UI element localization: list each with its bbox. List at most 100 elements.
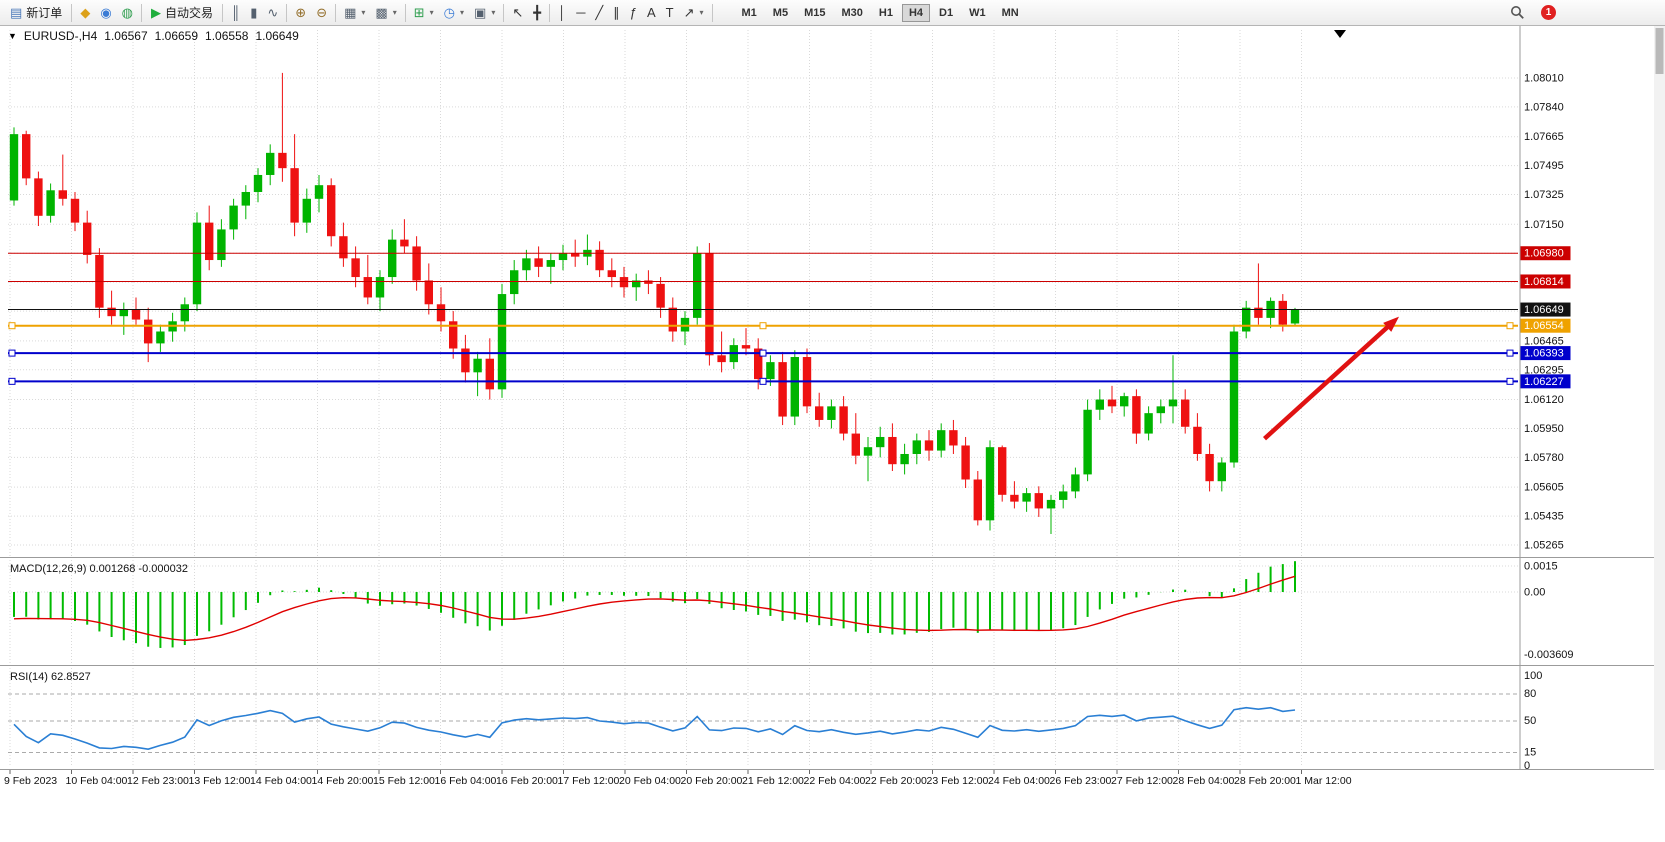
timeframe-h4[interactable]: H4 xyxy=(901,3,931,22)
dropdown-caret-icon[interactable]: ▾ xyxy=(491,8,496,17)
new-order-button[interactable]: ▤ 新订单 xyxy=(4,1,68,24)
vertical-line-button[interactable]: │ xyxy=(553,3,571,22)
user-profile-button[interactable]: ◉ xyxy=(95,3,116,22)
arrows-tool-button[interactable]: ↗ ▾ xyxy=(679,3,709,22)
rsi-axis-label: 100 xyxy=(1524,670,1542,682)
timeframe-w1[interactable]: W1 xyxy=(969,6,986,19)
scrollbar-track[interactable] xyxy=(1654,26,1665,770)
metaeditor-icon: ◆ xyxy=(80,5,91,20)
price-axis-label: 1.07325 xyxy=(1524,189,1564,201)
candle-body xyxy=(1181,399,1190,427)
candle-body xyxy=(973,479,982,521)
fibonacci-button[interactable]: ƒ xyxy=(625,3,642,22)
candle-body xyxy=(1095,399,1104,410)
price-axis-label: 1.06295 xyxy=(1524,364,1564,376)
trend-arrow[interactable] xyxy=(1262,323,1392,441)
line-handle[interactable] xyxy=(8,349,16,357)
period-clock-button[interactable]: ◷ ▾ xyxy=(439,3,469,22)
candle-body xyxy=(595,249,604,271)
dropdown-caret-icon[interactable]: ▾ xyxy=(392,8,397,17)
dropdown-caret-icon[interactable]: ▾ xyxy=(361,8,366,17)
candle-body xyxy=(522,258,531,271)
candle-body xyxy=(302,198,311,223)
line-handle[interactable] xyxy=(759,322,767,330)
candle-body xyxy=(144,319,153,344)
timeframe-m15[interactable]: M15 xyxy=(804,6,826,19)
templates-icon: ▣ xyxy=(474,5,487,20)
candle-body xyxy=(449,321,458,349)
line-handle[interactable] xyxy=(8,377,16,385)
label-icon: T xyxy=(665,5,674,20)
zoom-in-button[interactable]: ⊕ xyxy=(290,3,311,22)
cursor-icon: ↖ xyxy=(512,5,524,20)
candle-body xyxy=(1242,307,1251,332)
time-axis-label: 14 Feb 04:00 xyxy=(250,775,312,787)
time-axis-label: 20 Feb 04:00 xyxy=(619,775,681,787)
dropdown-caret-icon[interactable]: ▾ xyxy=(429,8,434,17)
rsi-axis-label: 0 xyxy=(1524,760,1530,772)
templates-button[interactable]: ▣ ▾ xyxy=(469,3,500,22)
price-tag-label: 1.06227 xyxy=(1524,376,1564,388)
time-axis-label: 9 Feb 2023 xyxy=(4,775,57,787)
timeframe-d1[interactable]: D1 xyxy=(939,6,954,19)
candle-body xyxy=(1010,494,1019,502)
scrollbar-thumb[interactable] xyxy=(1655,28,1664,74)
search-button[interactable] xyxy=(1504,2,1531,23)
vertical-line-icon: │ xyxy=(558,5,567,20)
line-handle[interactable] xyxy=(1506,349,1514,357)
notification-badge[interactable]: 1 xyxy=(1541,5,1556,20)
price-chart[interactable]: 9 Feb 2023 10 Feb 04:00 12 Feb 23:00 13 Feb… xyxy=(0,26,1665,842)
metaeditor-button[interactable]: ◆ xyxy=(75,3,95,22)
candle-body xyxy=(876,436,885,448)
candle-body xyxy=(510,270,519,295)
line-chart-button[interactable]: ∿ xyxy=(262,3,283,22)
trend-arrow-head[interactable] xyxy=(1383,316,1400,332)
time-axis-label: 12 Feb 23:00 xyxy=(127,775,189,787)
toolbar-separator xyxy=(549,3,551,22)
timeframe-h1[interactable]: H1 xyxy=(878,6,893,19)
candle-body xyxy=(839,406,848,434)
candle-body xyxy=(412,246,421,281)
crosshair-button[interactable]: ╋ xyxy=(528,3,546,22)
line-handle[interactable] xyxy=(1506,322,1514,330)
market-watch-icon: ◍ xyxy=(121,5,133,20)
horizontal-line-button[interactable]: ─ xyxy=(571,3,590,22)
tile-windows-button[interactable]: ▦ ▾ xyxy=(339,3,370,22)
line-handle[interactable] xyxy=(759,349,767,357)
candle-body xyxy=(400,239,409,247)
market-watch-button[interactable]: ◍ xyxy=(117,3,138,22)
candle-body xyxy=(436,304,446,322)
line-handle[interactable] xyxy=(759,377,767,385)
price-tag xyxy=(1520,318,1571,333)
price-tag xyxy=(1520,274,1571,289)
cascade-windows-button[interactable]: ▩ ▾ xyxy=(370,3,401,22)
zoom-out-button[interactable]: ⊖ xyxy=(311,3,332,22)
text-button[interactable]: A xyxy=(642,3,661,22)
cursor-button[interactable]: ↖ xyxy=(507,3,528,22)
price-tag xyxy=(1520,374,1571,389)
equidistant-channel-button[interactable]: ∥ xyxy=(608,3,625,22)
price-axis-label: 1.07665 xyxy=(1524,131,1564,143)
timeframe-m1[interactable]: M1 xyxy=(741,6,757,19)
autotrading-button[interactable]: ▶ 自动交易 xyxy=(145,1,219,24)
timeframe-m5[interactable]: M5 xyxy=(772,6,789,19)
candle-body xyxy=(668,307,677,332)
trendline-button[interactable]: ╱ xyxy=(590,3,608,22)
dropdown-caret-icon[interactable]: ▾ xyxy=(699,8,704,17)
candle-body xyxy=(266,152,275,175)
line-handle[interactable] xyxy=(1506,377,1514,385)
label-button[interactable]: T xyxy=(661,3,679,22)
toolbar-separator xyxy=(503,3,505,22)
timeframe-mn[interactable]: MN xyxy=(1001,6,1019,19)
timeframe-m30[interactable]: M30 xyxy=(841,6,863,19)
macd-axis-label: 0.00 xyxy=(1524,587,1545,599)
one-click-trading-toggle[interactable]: ▼ xyxy=(8,31,17,41)
bar-chart-button[interactable]: ║ xyxy=(226,3,245,22)
chart-shift-marker[interactable] xyxy=(1334,30,1346,38)
add-indicator-button[interactable]: ⊞ ▾ xyxy=(409,3,439,22)
time-axis-label: 10 Feb 04:00 xyxy=(66,775,128,787)
price-tag xyxy=(1520,246,1571,261)
dropdown-caret-icon[interactable]: ▾ xyxy=(460,8,465,17)
candlestick-chart-button[interactable]: ▮ xyxy=(245,3,262,22)
line-handle[interactable] xyxy=(8,322,16,330)
